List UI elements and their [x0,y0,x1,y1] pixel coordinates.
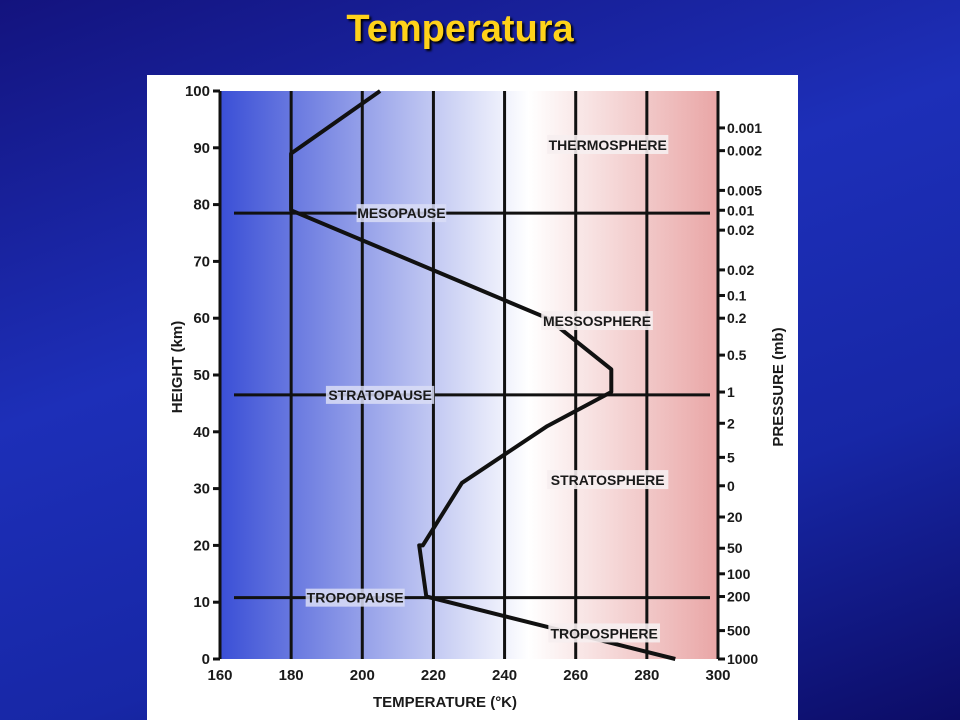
pressure-tick-label: 0.002 [727,143,762,159]
y-tick-label: 40 [193,424,210,441]
pressure-tick-label: 0.005 [727,182,762,198]
pressure-tick-label: 0.1 [727,287,747,303]
y-tick-label: 10 [193,594,210,611]
x-tick-label: 220 [421,667,446,684]
pressure-tick-label: 0.02 [727,262,754,278]
y-tick-label: 20 [193,537,210,554]
x-tick-label: 280 [634,667,659,684]
boundary-label: STRATOPAUSE [328,387,431,403]
pressure-tick-label: 0.02 [727,222,754,238]
pressure-tick-label: 100 [727,566,751,582]
y-tick-label: 100 [185,83,210,100]
y-tick-label: 90 [193,140,210,157]
x-tick-label: 260 [563,667,588,684]
y-tick-label: 80 [193,197,210,214]
x-tick-label: 200 [350,667,375,684]
plot-background [220,91,718,659]
pressure-tick-label: 0.5 [727,347,747,363]
x-axis-label: TEMPERATURE (°K) [373,694,517,711]
pressure-tick-label: 2 [727,415,735,431]
pressure-tick-label: 0.001 [727,120,762,136]
y-tick-label: 30 [193,481,210,498]
pressure-tick-label: 0 [727,478,735,494]
y-tick-label: 60 [193,310,210,327]
layer-label-backing [547,134,669,154]
boundary-label-backing [356,204,447,223]
layer-label: STRATOSPHERE [551,472,665,488]
pressure-axis-label: PRESSURE (mb) [770,327,787,446]
layer-label-backing [541,311,653,331]
pressure-tick-label: 500 [727,623,751,639]
boundary-label: TROPOPAUSE [307,590,404,606]
y-tick-label: 70 [193,253,210,270]
layer-label: TROPOSPHERE [550,625,657,641]
x-tick-label: 180 [279,667,304,684]
pressure-tick-label: 1 [727,384,735,400]
layer-label: THERMOSPHERE [549,137,667,153]
x-tick-label: 240 [492,667,517,684]
boundary-label-backing [325,385,435,404]
boundary-label: MESOPAUSE [357,205,445,221]
y-tick-label: 0 [202,651,210,668]
pressure-tick-label: 1000 [727,651,758,667]
chart-panel: MESOPAUSE STRATOPAUSE TROPOPAUSE THERMOSPHE… [147,75,798,720]
temperature-profile-chart: MESOPAUSE STRATOPAUSE TROPOPAUSE THERMOSPHE… [169,83,787,711]
y-axis-label: HEIGHT (km) [169,321,186,414]
pressure-tick-label: 200 [727,589,751,605]
layer-label-backing [547,470,669,490]
x-tick-label: 160 [207,667,232,684]
pressure-tick-label: 0.2 [727,310,747,326]
pressure-tick-label: 20 [727,509,743,525]
pressure-tick-label: 0.01 [727,202,754,218]
slide-title: Temperatura [346,8,574,50]
pressure-tick-label: 50 [727,540,743,556]
pressure-tick-label: 5 [727,449,735,465]
x-tick-label: 300 [705,667,730,684]
temperature-profile-line [289,89,676,661]
layer-label: MESSOSPHERE [543,313,651,329]
layer-label-backing [548,623,660,643]
boundary-label-backing [305,588,405,607]
y-tick-label: 50 [193,367,210,384]
